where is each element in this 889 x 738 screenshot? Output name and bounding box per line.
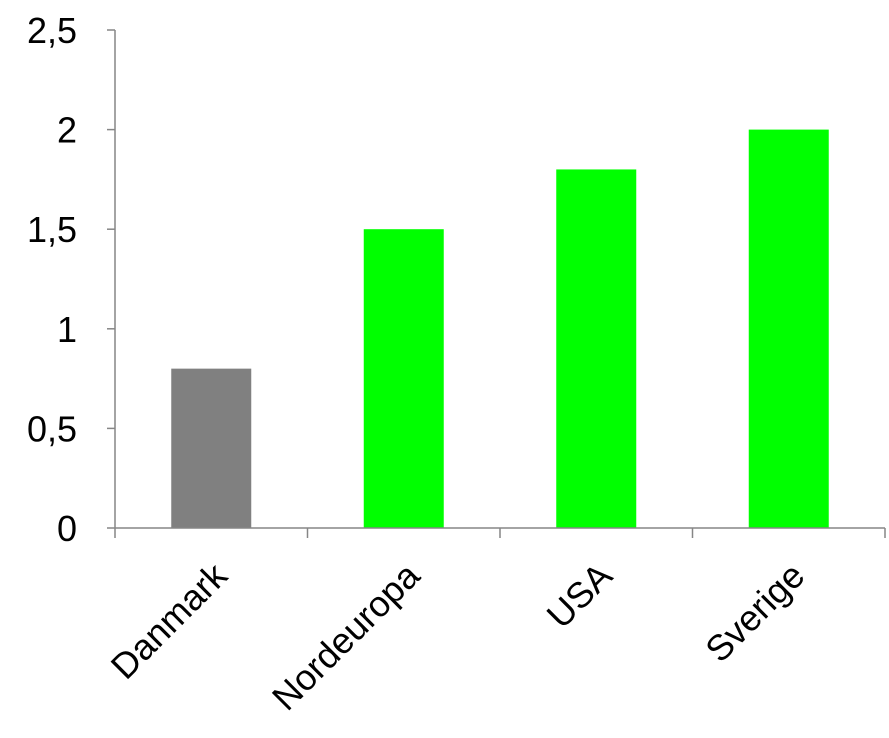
y-tick-label: 1,5 — [27, 209, 77, 250]
y-tick-label: 2 — [57, 110, 77, 151]
y-tick-label: 1 — [57, 309, 77, 350]
y-axis: 0 0,5 1 1,5 2 2,5 — [27, 10, 116, 549]
x-axis: Danmark Nordeuropa USA Sverige — [103, 527, 886, 718]
y-tick-label: 2,5 — [27, 10, 77, 51]
bar-usa — [556, 169, 637, 528]
x-category-label: USA — [539, 555, 620, 636]
bar-nordeuropa — [363, 229, 444, 528]
bar-sverige — [748, 129, 829, 528]
y-tick-label: 0,5 — [27, 408, 77, 449]
bars — [171, 129, 829, 528]
y-tick-label: 0 — [57, 508, 77, 549]
bar-danmark — [171, 368, 252, 528]
x-category-label: Nordeuropa — [264, 554, 428, 718]
x-category-label: Sverige — [697, 555, 812, 670]
x-category-label: Danmark — [103, 554, 236, 687]
